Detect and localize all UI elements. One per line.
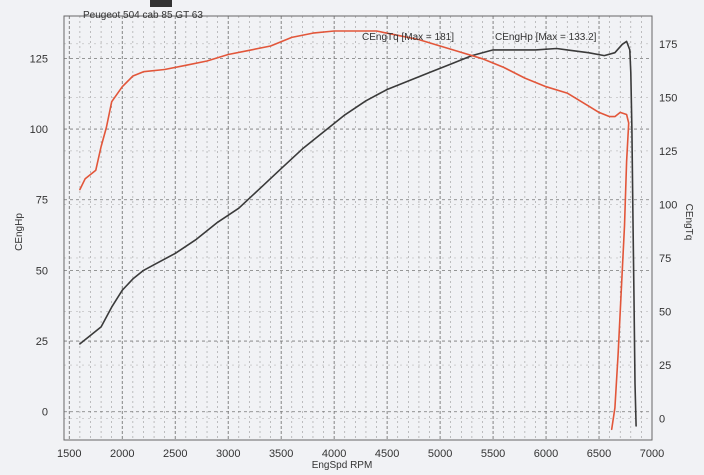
y-left-tick-label: 125 — [30, 53, 48, 65]
x-tick-label: 5000 — [428, 448, 452, 460]
y-axis-right-title: CEngTq — [683, 204, 694, 241]
y-right-tick-label: 125 — [659, 146, 677, 158]
x-tick-label: 1500 — [57, 448, 81, 460]
y-left-tick-label: 25 — [36, 336, 48, 348]
x-tick-label: 4500 — [375, 448, 399, 460]
y-right-tick-label: 0 — [659, 414, 665, 426]
y-right-tick-label: 75 — [659, 253, 671, 265]
y-axis-left-title: CEngHp — [14, 213, 25, 251]
x-tick-label: 7000 — [640, 448, 664, 460]
y-right-tick-label: 25 — [659, 360, 671, 372]
x-tick-label: 2500 — [163, 448, 187, 460]
x-tick-label: 3000 — [216, 448, 240, 460]
y-right-tick-label: 150 — [659, 92, 677, 104]
x-tick-label: 2000 — [110, 448, 134, 460]
plot-frame — [63, 15, 653, 441]
series-group — [79, 30, 637, 431]
tick-labels: 1500 2000 2500 3000 3500 4000 4500 5000 5500 6000… — [30, 39, 678, 460]
x-tick-label: 3500 — [269, 448, 293, 460]
y-right-tick-label: 100 — [659, 199, 677, 211]
y-left-tick-label: 0 — [42, 407, 48, 419]
y-right-tick-label: 50 — [659, 307, 671, 319]
x-tick-label: 4000 — [322, 448, 346, 460]
x-tick-label: 5500 — [481, 448, 505, 460]
series-line-cenghp — [79, 40, 637, 427]
x-tick-label: 6500 — [587, 448, 611, 460]
chart-title: Peugeot 504 cab 85 GT 63 — [83, 10, 203, 21]
series-line-cengtq — [79, 30, 630, 431]
tape-mark — [150, 0, 172, 7]
hp-max-label: CEngHp [Max = 133.2] — [495, 32, 597, 43]
x-axis-title: EngSpd RPM — [312, 460, 373, 470]
y-left-tick-label: 75 — [36, 195, 48, 207]
y-right-tick-label: 175 — [659, 39, 677, 51]
tq-max-label: CEngTq [Max = 181] — [362, 32, 454, 43]
grid — [64, 16, 653, 440]
x-tick-label: 6000 — [534, 448, 558, 460]
y-left-tick-label: 100 — [30, 124, 48, 136]
y-left-tick-label: 50 — [36, 265, 48, 277]
